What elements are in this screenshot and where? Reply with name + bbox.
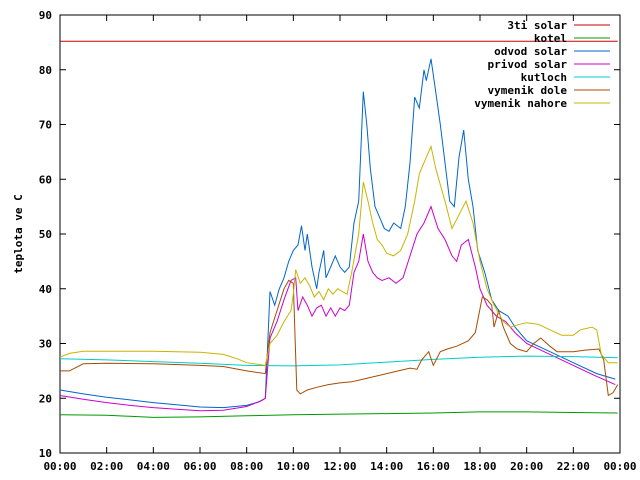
y-tick-label: 40 xyxy=(39,283,52,296)
series-line-kutloch xyxy=(59,355,618,367)
series-line-kotel xyxy=(59,411,618,418)
y-axis: 10 20 30 40 50 60 70 80 90 xyxy=(39,9,620,460)
y-tick-label: 90 xyxy=(39,9,52,22)
series-line-odvod-solar xyxy=(59,58,616,409)
legend-label-odvod-solar: odvod solar xyxy=(494,45,567,58)
x-tick-label: 22:00 xyxy=(557,460,590,473)
x-tick-label: 00:00 xyxy=(43,460,76,473)
legend-label-vymenik-dole: vymenik dole xyxy=(488,84,568,97)
y-tick-label: 70 xyxy=(39,119,52,132)
legend-label-kutloch: kutloch xyxy=(521,71,567,84)
y-tick-label: 20 xyxy=(39,392,52,405)
legend-label-kotel: kotel xyxy=(534,32,567,45)
x-axis: 00:00 02:00 04:00 06:00 08:00 10:00 12:00 14:00… xyxy=(43,15,637,473)
y-tick-label: 30 xyxy=(39,338,52,351)
x-tick-label: 06:00 xyxy=(183,460,216,473)
legend-label-privod-solar: privod solar xyxy=(488,58,568,71)
x-tick-label: 00:00 xyxy=(603,460,636,473)
y-tick-label: 80 xyxy=(39,64,52,77)
y-axis-title: teplota ve C xyxy=(12,194,25,273)
legend-label-3ti-solar: 3ti solar xyxy=(507,19,567,32)
x-tick-label: 08:00 xyxy=(230,460,263,473)
x-tick-label: 14:00 xyxy=(370,460,403,473)
x-tick-label: 02:00 xyxy=(90,460,123,473)
series-line-privod-solar xyxy=(59,205,616,412)
series-lines xyxy=(59,40,619,418)
x-tick-label: 10:00 xyxy=(277,460,310,473)
series-line-vymenik-dole xyxy=(60,279,619,397)
series-line-vymenik-nahore xyxy=(59,144,618,366)
x-tick-label: 04:00 xyxy=(137,460,170,473)
y-tick-label: 10 xyxy=(39,447,52,460)
x-tick-label: 20:00 xyxy=(510,460,543,473)
legend-label-vymenik-nahore: vymenik nahore xyxy=(474,97,567,110)
x-tick-label: 18:00 xyxy=(463,460,496,473)
y-tick-label: 60 xyxy=(39,173,52,186)
y-tick-label: 50 xyxy=(39,228,52,241)
x-tick-label: 12:00 xyxy=(323,460,356,473)
x-tick-label: 16:00 xyxy=(417,460,450,473)
